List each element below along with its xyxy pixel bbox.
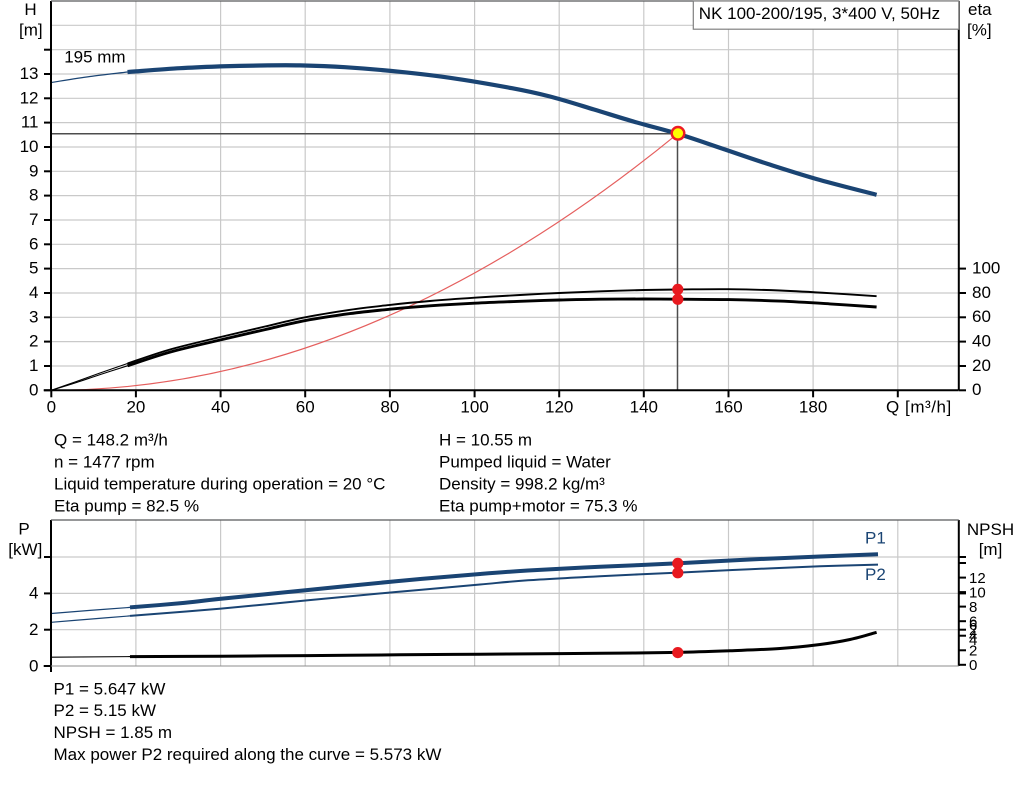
svg-text:0: 0 <box>29 380 38 399</box>
svg-text:P2: P2 <box>865 565 886 584</box>
svg-text:7: 7 <box>29 210 38 229</box>
svg-text:P: P <box>18 520 29 539</box>
svg-text:[%]: [%] <box>967 20 992 39</box>
svg-text:Q [m³/h]: Q [m³/h] <box>886 398 952 417</box>
svg-text:eta: eta <box>968 0 992 19</box>
svg-text:NK 100-200/195, 3*400 V, 50Hz: NK 100-200/195, 3*400 V, 50Hz <box>699 4 940 23</box>
svg-text:Density = 998.2 kg/m³: Density = 998.2 kg/m³ <box>439 474 605 493</box>
svg-text:80: 80 <box>972 283 991 302</box>
svg-text:Eta pump+motor = 75.3 %: Eta pump+motor = 75.3 % <box>439 496 637 515</box>
svg-text:H = 10.55 m: H = 10.55 m <box>439 431 532 450</box>
svg-text:12: 12 <box>20 88 39 107</box>
svg-text:6: 6 <box>29 234 38 253</box>
svg-text:NPSH = 1.85 m: NPSH = 1.85 m <box>54 723 173 742</box>
svg-text:120: 120 <box>545 398 573 417</box>
svg-text:Max power P2 required along th: Max power P2 required along the curve = … <box>54 745 442 764</box>
svg-text:40: 40 <box>211 398 230 417</box>
svg-text:60: 60 <box>296 398 315 417</box>
svg-text:6: 6 <box>969 617 977 634</box>
svg-text:[m]: [m] <box>979 540 1003 559</box>
svg-text:[kW]: [kW] <box>8 540 42 559</box>
svg-text:Liquid temperature during oper: Liquid temperature during operation = 20… <box>54 474 385 493</box>
svg-text:4: 4 <box>969 628 977 645</box>
svg-text:Q = 148.2 m³/h: Q = 148.2 m³/h <box>54 431 168 450</box>
svg-text:0: 0 <box>969 657 977 674</box>
svg-text:13: 13 <box>20 64 39 83</box>
svg-text:10: 10 <box>20 137 39 156</box>
svg-text:100: 100 <box>972 259 1000 278</box>
svg-text:140: 140 <box>630 398 658 417</box>
svg-text:NPSH: NPSH <box>967 520 1014 539</box>
svg-text:180: 180 <box>799 398 827 417</box>
svg-text:10: 10 <box>969 584 986 601</box>
svg-text:4: 4 <box>29 283 38 302</box>
svg-text:P1 = 5.647 kW: P1 = 5.647 kW <box>54 679 166 698</box>
svg-text:60: 60 <box>972 307 991 326</box>
svg-text:100: 100 <box>460 398 488 417</box>
svg-text:5: 5 <box>29 259 38 278</box>
svg-text:P1: P1 <box>865 529 886 548</box>
svg-text:[m]: [m] <box>19 20 43 39</box>
svg-text:195 mm: 195 mm <box>64 48 125 67</box>
svg-text:40: 40 <box>972 332 991 351</box>
svg-text:8: 8 <box>29 186 38 205</box>
svg-text:20: 20 <box>972 356 991 375</box>
svg-text:Pumped liquid = Water: Pumped liquid = Water <box>439 453 611 472</box>
svg-text:8: 8 <box>969 599 977 616</box>
svg-text:160: 160 <box>714 398 742 417</box>
svg-text:6: 6 <box>969 613 977 630</box>
svg-text:n = 1477 rpm: n = 1477 rpm <box>54 453 155 472</box>
svg-text:4: 4 <box>29 584 38 603</box>
svg-text:Eta pump = 82.5 %: Eta pump = 82.5 % <box>54 496 199 515</box>
svg-text:20: 20 <box>126 398 145 417</box>
svg-text:0: 0 <box>972 380 981 399</box>
svg-text:3: 3 <box>29 307 38 326</box>
svg-text:P2 = 5.15 kW: P2 = 5.15 kW <box>54 701 157 720</box>
svg-text:11: 11 <box>21 113 39 132</box>
svg-text:4: 4 <box>969 632 977 649</box>
svg-text:1: 1 <box>29 356 38 375</box>
svg-text:2: 2 <box>29 620 38 639</box>
svg-text:12: 12 <box>969 570 986 587</box>
svg-text:80: 80 <box>380 398 399 417</box>
svg-text:9: 9 <box>29 161 38 180</box>
svg-text:2: 2 <box>969 643 977 660</box>
svg-text:2: 2 <box>29 332 38 351</box>
svg-text:2: 2 <box>969 622 977 639</box>
svg-text:H: H <box>24 0 36 19</box>
svg-text:0: 0 <box>47 398 56 417</box>
svg-text:0: 0 <box>29 656 38 675</box>
